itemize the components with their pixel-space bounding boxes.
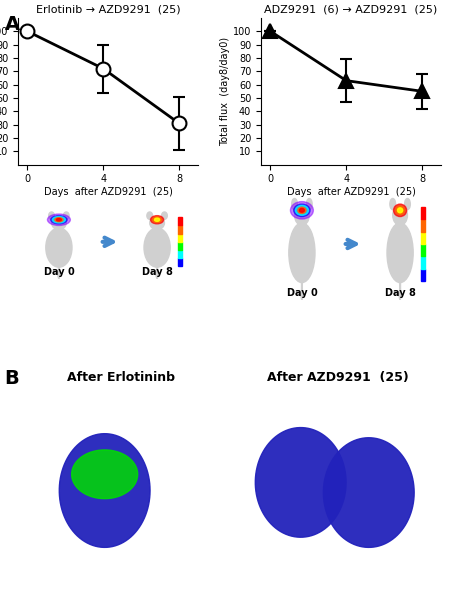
Ellipse shape [298, 207, 306, 214]
Ellipse shape [154, 218, 160, 221]
Ellipse shape [289, 223, 315, 283]
X-axis label: Days  after AZD9291  (25): Days after AZD9291 (25) [287, 187, 415, 197]
Ellipse shape [397, 208, 403, 213]
Polygon shape [324, 438, 414, 547]
FancyArrow shape [399, 283, 401, 301]
Bar [178, 217, 182, 226]
Bar [178, 250, 182, 258]
Bar [421, 269, 425, 281]
FancyArrow shape [58, 267, 60, 279]
Title: After Erlotininb: After Erlotininb [67, 371, 175, 384]
Ellipse shape [295, 205, 309, 225]
Ellipse shape [390, 199, 396, 210]
Text: 10 um: 10 um [374, 551, 405, 562]
Ellipse shape [47, 214, 70, 226]
Ellipse shape [387, 223, 413, 283]
Bar [421, 244, 425, 256]
Text: Day 8: Day 8 [142, 267, 172, 277]
Ellipse shape [150, 217, 164, 230]
Ellipse shape [144, 228, 170, 267]
Ellipse shape [294, 204, 310, 217]
Ellipse shape [56, 218, 61, 221]
Bar [178, 226, 182, 233]
FancyArrow shape [301, 283, 303, 301]
Polygon shape [72, 450, 138, 499]
Ellipse shape [49, 212, 54, 220]
Ellipse shape [292, 199, 297, 210]
Ellipse shape [405, 199, 410, 210]
Ellipse shape [162, 212, 167, 220]
Ellipse shape [394, 204, 407, 217]
X-axis label: Days  after AZD9291  (25): Days after AZD9291 (25) [44, 187, 172, 197]
Ellipse shape [306, 199, 312, 210]
Bar [178, 233, 182, 242]
Bar [421, 232, 425, 244]
Ellipse shape [52, 217, 65, 223]
Ellipse shape [295, 205, 308, 215]
Ellipse shape [393, 205, 407, 225]
Polygon shape [59, 434, 150, 547]
Text: B: B [4, 369, 19, 388]
Title: Erlotinib → AZD9291  (25): Erlotinib → AZD9291 (25) [36, 4, 180, 14]
Ellipse shape [290, 202, 313, 219]
Text: Day 8: Day 8 [385, 287, 415, 298]
Ellipse shape [63, 212, 69, 220]
Ellipse shape [55, 218, 63, 222]
Bar [421, 206, 425, 219]
Title: ADZ9291  (6) → AZD9291  (25): ADZ9291 (6) → AZD9291 (25) [265, 4, 437, 14]
Title: After AZD9291  (25): After AZD9291 (25) [267, 371, 409, 384]
Bar [178, 242, 182, 250]
Text: A: A [4, 15, 20, 34]
Ellipse shape [153, 217, 162, 223]
Ellipse shape [147, 212, 153, 220]
Text: Day 0: Day 0 [44, 267, 74, 277]
Text: Day 0: Day 0 [287, 287, 317, 298]
Polygon shape [255, 428, 346, 537]
Ellipse shape [52, 217, 66, 230]
Ellipse shape [299, 208, 304, 212]
FancyArrow shape [156, 267, 158, 279]
Ellipse shape [151, 215, 164, 224]
Bar [421, 219, 425, 232]
Bar [421, 256, 425, 269]
Bar [178, 258, 182, 266]
Ellipse shape [396, 206, 405, 215]
Y-axis label: Total flux  (day8/day0): Total flux (day8/day0) [220, 37, 230, 146]
Ellipse shape [46, 228, 72, 267]
Ellipse shape [51, 215, 67, 224]
